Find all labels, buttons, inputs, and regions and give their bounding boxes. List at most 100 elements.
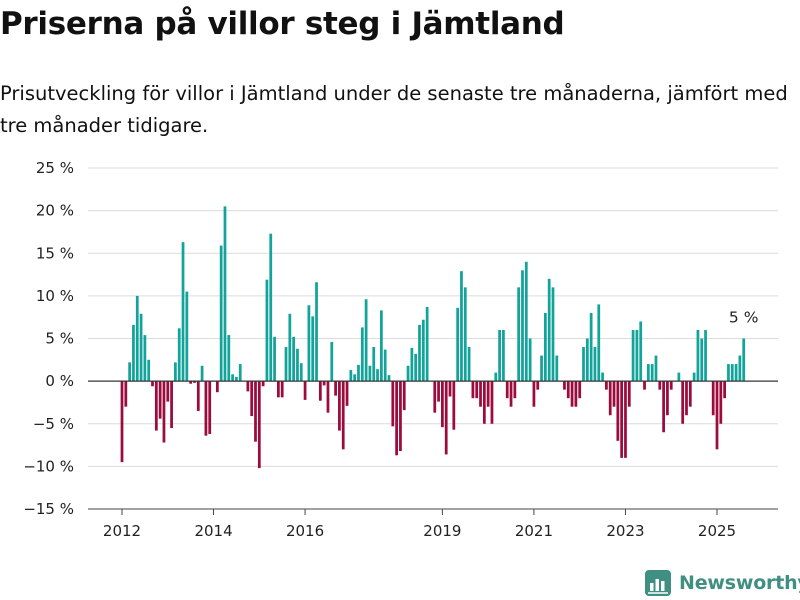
bar <box>208 381 212 434</box>
bar <box>189 381 193 384</box>
bar <box>685 381 688 416</box>
x-tick-label: 2014 <box>194 522 232 540</box>
bar <box>425 306 429 382</box>
bar <box>730 364 734 382</box>
bar <box>326 381 330 413</box>
bar <box>433 381 437 413</box>
bar <box>681 381 685 424</box>
y-tick-label: 0 % <box>45 372 74 390</box>
bar <box>315 282 318 382</box>
bar <box>360 327 364 382</box>
bar <box>643 381 646 390</box>
bar <box>200 365 204 382</box>
bar <box>727 364 730 382</box>
bar <box>574 381 578 407</box>
bar <box>551 287 555 382</box>
bar <box>151 381 154 387</box>
bar <box>463 287 467 382</box>
bar <box>570 381 574 407</box>
bar <box>700 338 704 382</box>
bar <box>605 381 608 390</box>
y-tick-label: −5 % <box>33 415 74 433</box>
bar <box>147 359 151 382</box>
y-tick-label: 5 % <box>45 330 74 348</box>
bar <box>502 329 505 382</box>
bar <box>639 321 643 382</box>
bar <box>288 313 292 382</box>
bar <box>166 381 170 402</box>
bar <box>589 312 593 382</box>
bar <box>395 381 398 456</box>
bar <box>185 291 189 382</box>
bar <box>524 261 528 382</box>
bar <box>585 338 589 382</box>
bar <box>490 381 494 424</box>
bar <box>162 381 166 443</box>
bar <box>578 381 582 399</box>
bar <box>277 381 280 398</box>
bar <box>128 362 132 382</box>
bar <box>193 381 196 383</box>
bar <box>238 364 242 382</box>
bar <box>547 278 551 382</box>
last-value-label: 5 % <box>729 309 759 327</box>
bar <box>318 381 322 401</box>
bar <box>372 347 376 382</box>
bar <box>582 347 585 382</box>
bar <box>406 365 410 382</box>
bar <box>532 381 536 407</box>
bar <box>349 370 353 382</box>
bar <box>219 245 223 382</box>
y-axis-labels: 25 % 20 % 15 % 10 % 5 % 0 % −5 % −10 % −15 % <box>23 159 74 518</box>
bar <box>666 381 669 416</box>
bar <box>513 381 517 399</box>
bar <box>517 287 521 382</box>
bar <box>364 299 368 382</box>
bar <box>421 319 425 382</box>
bar <box>471 381 475 399</box>
bar <box>624 381 627 458</box>
bar <box>448 381 452 397</box>
bar <box>231 374 234 382</box>
bar <box>460 271 463 382</box>
y-tick-label: −15 % <box>23 500 74 518</box>
bar <box>509 381 513 407</box>
y-tick-label: 10 % <box>36 287 74 305</box>
bar <box>368 365 372 382</box>
bar <box>563 381 566 390</box>
bar <box>124 381 128 407</box>
bar <box>734 364 738 382</box>
bar <box>540 355 543 382</box>
bar <box>616 381 620 441</box>
bar <box>467 347 471 382</box>
grid-lines <box>88 167 778 510</box>
bar-series <box>120 206 746 469</box>
bar <box>376 369 379 382</box>
bar <box>357 364 360 382</box>
bar <box>265 279 269 382</box>
bar <box>391 381 395 427</box>
bar <box>650 364 654 382</box>
bar <box>170 381 173 429</box>
brand-logo[interactable]: Newsworthy <box>644 567 800 599</box>
bar <box>246 381 250 392</box>
bar <box>536 381 540 390</box>
bar <box>631 329 635 382</box>
bar <box>437 381 440 402</box>
bar <box>154 381 158 431</box>
bar <box>311 316 315 382</box>
bar <box>174 362 177 382</box>
bar <box>601 372 604 382</box>
bar <box>452 381 456 430</box>
bar <box>120 381 124 463</box>
bar <box>627 381 631 407</box>
bar <box>223 206 227 382</box>
bar <box>597 304 601 382</box>
bar <box>528 338 532 382</box>
bar <box>696 329 700 382</box>
x-tick-label: 2023 <box>606 522 644 540</box>
bar <box>715 381 719 450</box>
bar <box>658 381 662 390</box>
bar <box>399 381 402 452</box>
